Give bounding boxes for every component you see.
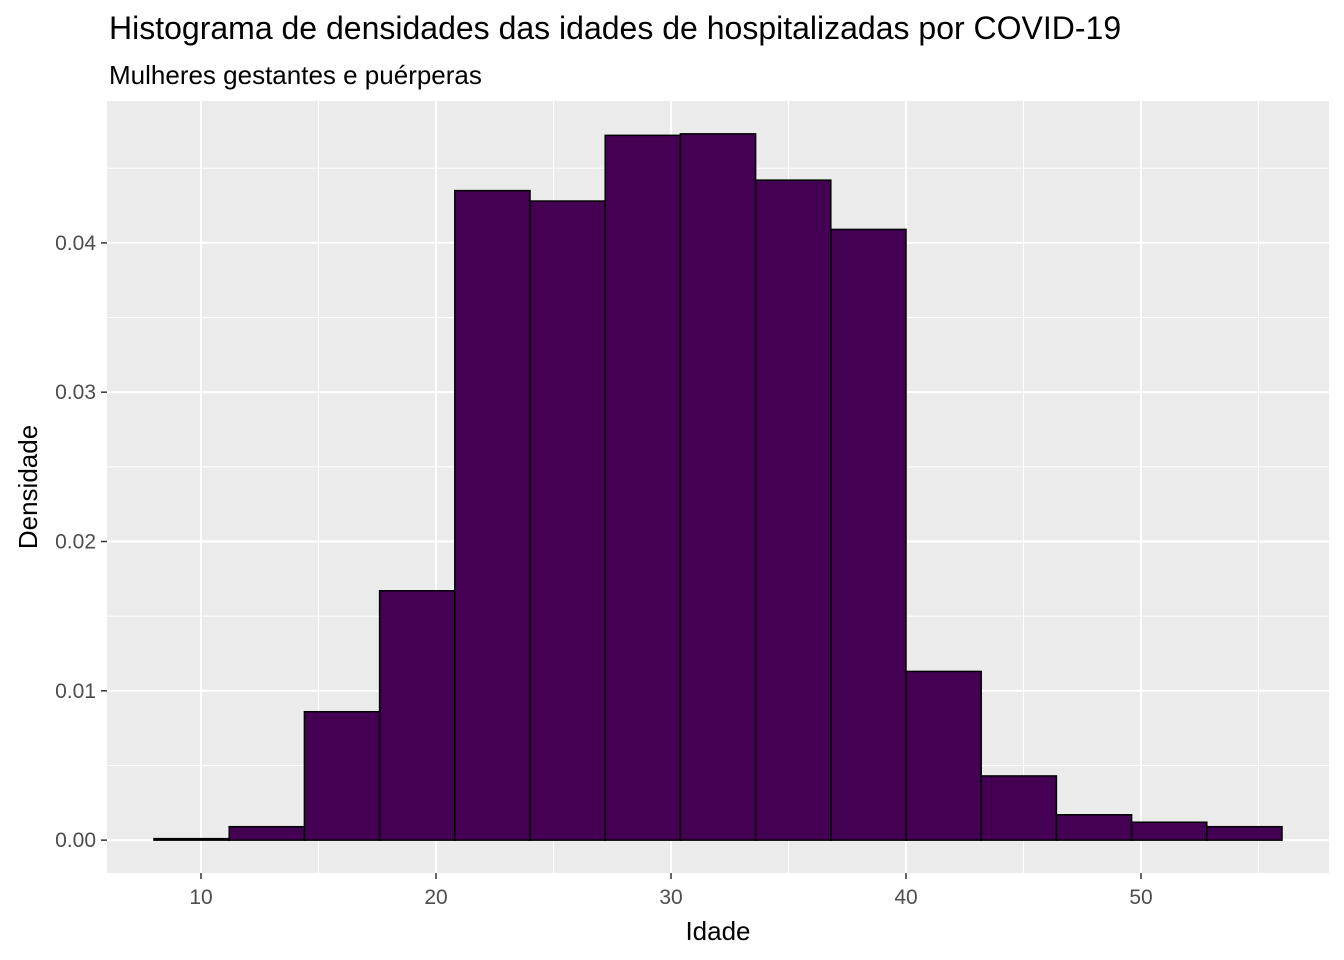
histogram-bar	[980, 775, 1058, 841]
histogram-bar	[1055, 814, 1133, 841]
histogram-bar	[830, 228, 907, 841]
x-tick-label: 40	[894, 886, 917, 909]
chart-subtitle: Mulheres gestantes e puérperas	[109, 60, 482, 90]
y-tick-label: 0.01	[55, 680, 96, 703]
y-tick-label: 0.03	[55, 381, 96, 404]
histogram-bars	[153, 133, 1283, 841]
histogram-bar	[303, 710, 381, 841]
histogram-bar	[378, 590, 456, 841]
x-tick-label: 30	[659, 886, 682, 909]
x-tick-label: 10	[189, 886, 212, 909]
histogram-bar	[153, 837, 230, 841]
histogram-bar	[754, 179, 832, 841]
x-tick-label: 20	[424, 886, 447, 909]
histogram-bar	[604, 134, 682, 841]
y-axis-title: Densidade	[13, 425, 43, 549]
y-tick-label: 0.04	[55, 232, 96, 255]
histogram-bar	[228, 825, 306, 841]
histogram-bar	[454, 189, 531, 841]
y-axis: 0.00 0.01 0.02 0.03 0.04	[55, 232, 107, 852]
y-tick-label: 0.00	[55, 829, 96, 852]
histogram-bar	[1206, 825, 1283, 841]
x-axis-title: Idade	[685, 916, 750, 946]
chart-title: Histograma de densidades das idades de h…	[109, 10, 1122, 46]
x-tick-label: 50	[1129, 886, 1152, 909]
histogram-bar	[1130, 821, 1208, 841]
y-tick-label: 0.02	[55, 531, 96, 554]
histogram-bar	[529, 200, 606, 841]
histogram-bar	[679, 133, 757, 841]
x-axis: 10 20 30 40 50	[189, 873, 1153, 909]
histogram-bar	[905, 670, 982, 841]
